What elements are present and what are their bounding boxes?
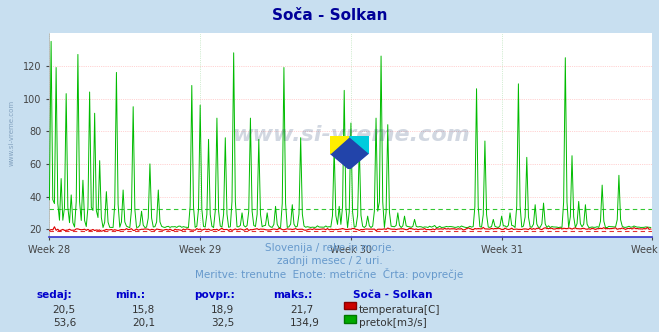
Text: temperatura[C]: temperatura[C] <box>359 305 441 315</box>
Text: 20,5: 20,5 <box>53 305 76 315</box>
Text: povpr.:: povpr.: <box>194 290 235 299</box>
Text: Slovenija / reke in morje.: Slovenija / reke in morje. <box>264 243 395 253</box>
Text: maks.:: maks.: <box>273 290 313 299</box>
Text: 134,9: 134,9 <box>290 318 320 328</box>
Text: Soča - Solkan: Soča - Solkan <box>353 290 432 299</box>
Text: Soča - Solkan: Soča - Solkan <box>272 8 387 23</box>
Text: min.:: min.: <box>115 290 146 299</box>
Text: Meritve: trenutne  Enote: metrične  Črta: povprečje: Meritve: trenutne Enote: metrične Črta: … <box>195 268 464 280</box>
Text: 18,9: 18,9 <box>211 305 234 315</box>
Polygon shape <box>349 136 369 153</box>
Text: www.si-vreme.com: www.si-vreme.com <box>9 100 14 166</box>
Text: zadnji mesec / 2 uri.: zadnji mesec / 2 uri. <box>277 256 382 266</box>
Text: pretok[m3/s]: pretok[m3/s] <box>359 318 427 328</box>
Text: 32,5: 32,5 <box>211 318 234 328</box>
Polygon shape <box>330 136 349 153</box>
Text: 21,7: 21,7 <box>290 305 313 315</box>
Text: 53,6: 53,6 <box>53 318 76 328</box>
Text: 15,8: 15,8 <box>132 305 155 315</box>
Text: 20,1: 20,1 <box>132 318 155 328</box>
Polygon shape <box>330 136 369 169</box>
Text: sedaj:: sedaj: <box>36 290 72 299</box>
Text: www.si-vreme.com: www.si-vreme.com <box>232 125 470 145</box>
